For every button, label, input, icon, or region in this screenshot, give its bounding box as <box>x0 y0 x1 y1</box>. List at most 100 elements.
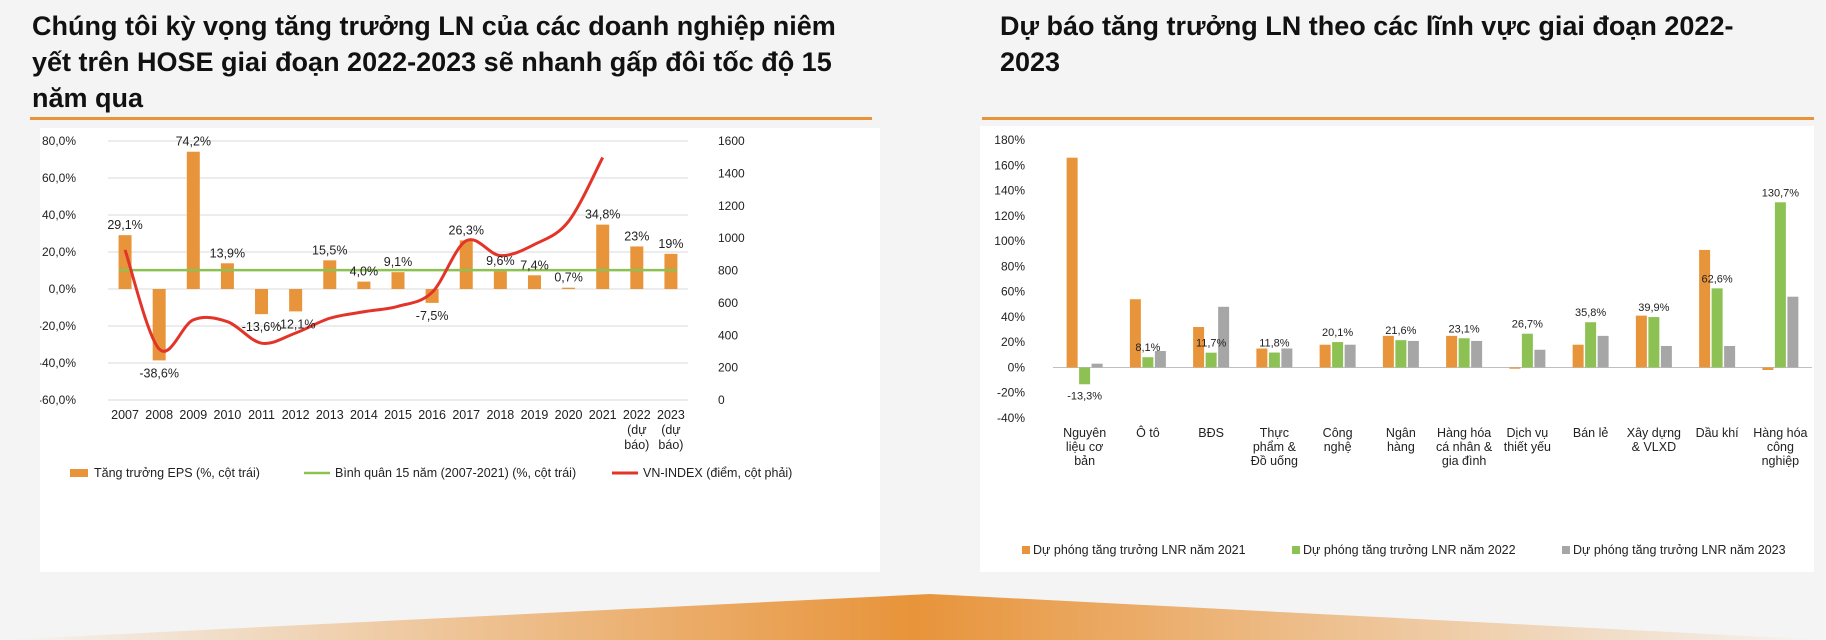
x-axis-tick-label: 2015 <box>384 408 412 422</box>
eps-data-label: 15,5% <box>312 243 347 257</box>
sector-bar <box>1091 363 1103 368</box>
sector-bar <box>1762 367 1774 370</box>
sector-bar <box>1344 344 1356 368</box>
right-axis-tick-label: 200 <box>718 361 738 375</box>
sector-data-label: -13,3% <box>1067 390 1102 402</box>
sector-bar <box>1395 340 1407 368</box>
sector-data-label: 11,8% <box>1259 338 1290 350</box>
sector-bar <box>1711 288 1723 368</box>
legend-index-label: VN-INDEX (điểm, cột phải) <box>643 466 792 480</box>
category-label: Bán lẻ <box>1573 426 1608 440</box>
x-axis-tick-label: 2013 <box>316 408 344 422</box>
category-label: Đồ uống <box>1251 454 1298 468</box>
eps-bar <box>391 272 405 289</box>
category-label: Ngân <box>1386 426 1416 440</box>
x-axis-tick-label: 2007 <box>111 408 139 422</box>
sector-bar <box>1648 317 1660 368</box>
x-axis-tick-sublabel: (dự <box>627 423 646 437</box>
sector-data-label: 39,9% <box>1638 302 1669 314</box>
x-axis-tick-label: 2023 <box>657 408 685 422</box>
eps-bar <box>493 271 507 289</box>
eps-bar <box>357 281 371 289</box>
x-axis-tick-label: 2017 <box>452 408 480 422</box>
right-title-rule <box>982 117 1814 120</box>
y-axis-tick-label: 60% <box>1001 285 1025 299</box>
sector-bar <box>1774 202 1786 368</box>
sector-bar <box>1660 345 1672 368</box>
sector-data-label: 20,1% <box>1322 327 1353 339</box>
category-label: Hàng hóa <box>1437 426 1491 440</box>
x-axis-tick-label: 2012 <box>282 408 310 422</box>
sector-bar <box>1218 306 1230 368</box>
y-axis-tick-label: 20% <box>1001 335 1025 349</box>
eps-data-label: 9,1% <box>384 255 413 269</box>
legend-swatch <box>1562 546 1570 554</box>
eps-data-label: 34,8% <box>585 208 620 222</box>
y-axis-tick-label: 180% <box>994 133 1025 147</box>
sector-chart-panel: 180% 160% 140% 120% 100% 80% 60% 40% 20% 0% -20% -4… <box>980 126 1814 572</box>
category-label: thiết yếu <box>1504 440 1551 454</box>
sector-data-label: 8,1% <box>1135 342 1160 354</box>
sector-bar <box>1142 357 1154 368</box>
left-axis-tick-label: 80,0% <box>42 134 76 148</box>
y-axis-tick-label: 140% <box>994 184 1025 198</box>
sector-bar <box>1585 322 1597 368</box>
eps-data-label: 29,1% <box>107 218 142 232</box>
eps-data-label: -38,6% <box>139 366 179 380</box>
legend-eps-swatch <box>70 469 88 477</box>
left-axis-tick-label: 0,0% <box>49 282 77 296</box>
sector-bar <box>1407 340 1419 368</box>
left-chart-title: Chúng tôi kỳ vọng tăng trưởng LN của các… <box>32 11 836 113</box>
sector-bar <box>1699 249 1711 368</box>
category-label: gia đình <box>1442 454 1487 468</box>
sector-bar <box>1205 352 1217 368</box>
x-axis-tick-sublabel: (dự <box>661 423 680 437</box>
sector-data-label: 35,8% <box>1575 307 1606 319</box>
category-label: bản <box>1074 454 1095 468</box>
x-axis-tick-sublabel: báo) <box>658 438 683 452</box>
right-axis-tick-label: 400 <box>718 328 738 342</box>
legend-eps-label: Tăng trưởng EPS (%, cột trái) <box>94 466 260 480</box>
sector-data-label: 62,6% <box>1702 273 1733 285</box>
eps-data-label: 23% <box>624 229 649 243</box>
sector-bar <box>1521 333 1533 368</box>
eps-bar <box>186 151 200 289</box>
x-axis-tick-label: 2019 <box>521 408 549 422</box>
sector-bar <box>1446 335 1458 368</box>
eps-bar <box>562 287 576 289</box>
eps-bar <box>220 263 234 289</box>
eps-data-label: 19% <box>658 237 683 251</box>
sector-bar <box>1382 335 1394 368</box>
legend-label: Dự phóng tăng trưởng LNR năm 2023 <box>1573 543 1786 557</box>
left-title-rule <box>30 117 872 120</box>
category-label: Xây dựng <box>1627 426 1681 440</box>
eps-data-label: 0,7% <box>554 271 583 285</box>
left-axis-tick-label: -40,0% <box>40 356 76 370</box>
y-axis-tick-label: 80% <box>1001 259 1025 273</box>
category-label: Nguyên <box>1063 426 1106 440</box>
left-axis-tick-label: -60,0% <box>40 393 76 407</box>
sector-data-label: 11,7% <box>1196 338 1227 350</box>
vnindex-line <box>123 156 605 353</box>
eps-data-label: 7,4% <box>520 258 549 272</box>
eps-data-label: 4,0% <box>350 265 379 279</box>
sector-bar <box>1572 344 1584 368</box>
sector-bar <box>1066 157 1078 368</box>
eps-bar <box>630 246 644 289</box>
category-label: Dầu khí <box>1696 426 1740 440</box>
category-label: liệu cơ <box>1066 440 1103 454</box>
sector-data-label: 21,6% <box>1385 325 1416 337</box>
eps-data-label: 9,6% <box>486 254 514 268</box>
eps-bar <box>664 253 678 289</box>
sector-bar <box>1129 299 1141 368</box>
x-axis-tick-label: 2009 <box>179 408 207 422</box>
x-axis-tick-label: 2022 <box>623 408 651 422</box>
x-axis-tick-label: 2010 <box>214 408 242 422</box>
category-label: hàng <box>1387 440 1415 454</box>
category-label: phẩm & <box>1253 440 1297 454</box>
x-axis-tick-sublabel: báo) <box>624 438 649 452</box>
legend-swatch <box>1022 546 1030 554</box>
sector-data-label: 23,1% <box>1449 323 1480 335</box>
y-axis-tick-label: 120% <box>994 209 1025 223</box>
eps-bar <box>459 240 473 289</box>
